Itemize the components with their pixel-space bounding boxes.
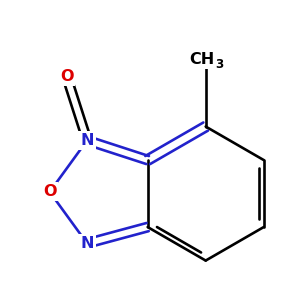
Text: O: O — [60, 69, 74, 84]
Text: N: N — [80, 133, 94, 148]
Text: O: O — [43, 184, 56, 200]
Text: N: N — [80, 236, 94, 251]
Text: 3: 3 — [215, 58, 223, 71]
Text: CH: CH — [190, 52, 215, 67]
